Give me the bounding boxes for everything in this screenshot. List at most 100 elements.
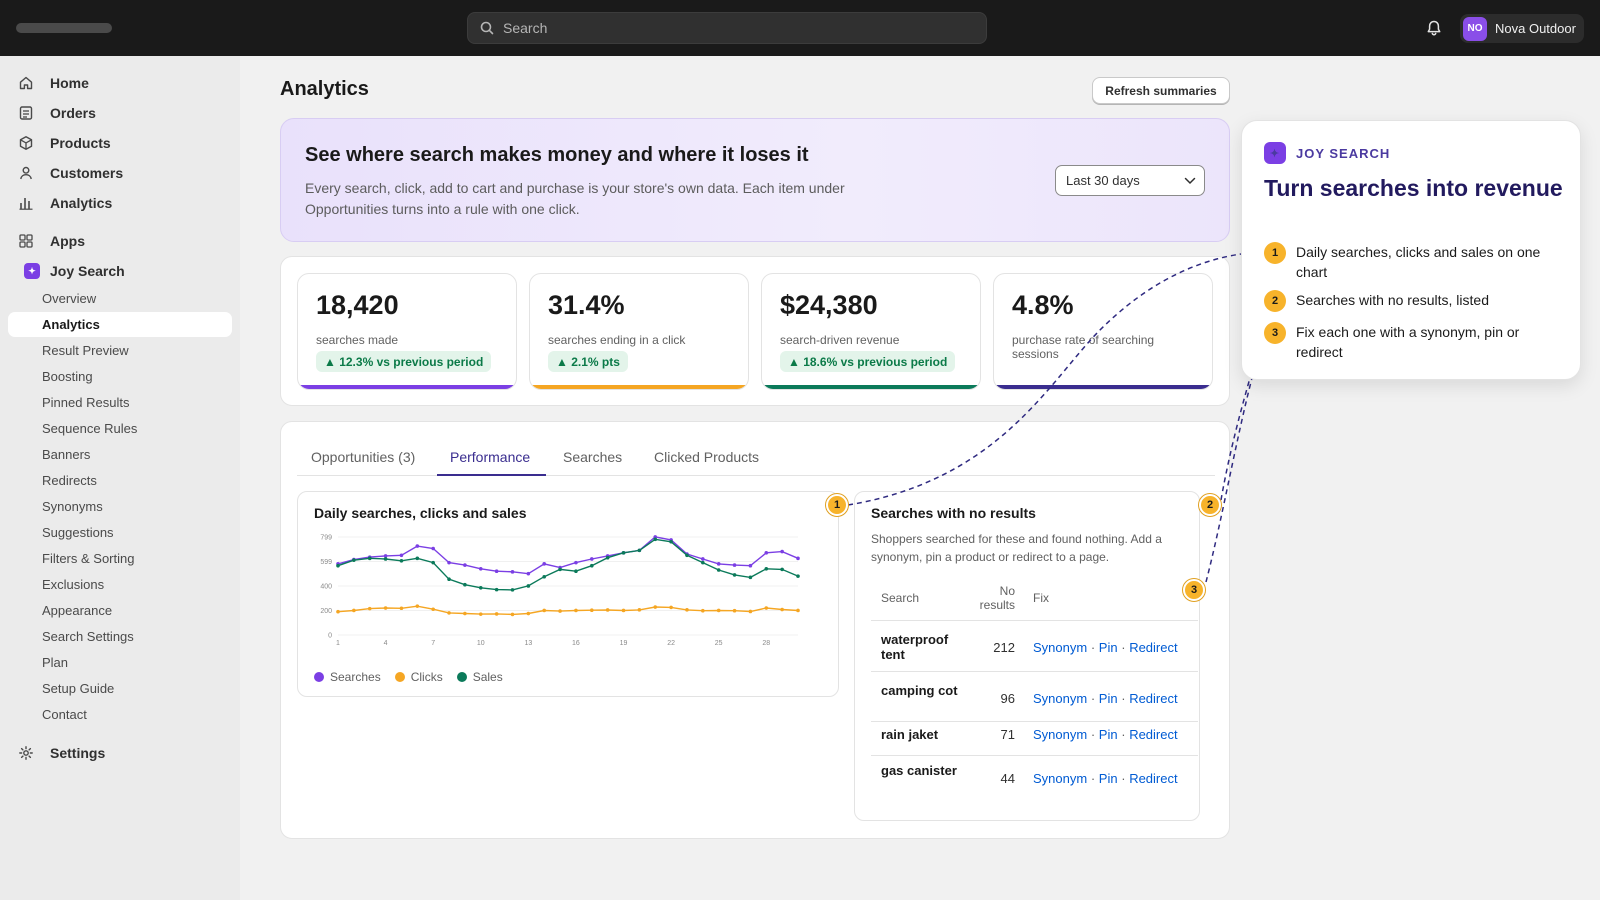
sidebar-subitem[interactable]: Search Settings — [42, 629, 134, 644]
sidebar-item-label: Orders — [50, 105, 96, 121]
stat-label: searches made — [316, 333, 399, 347]
synonym-link[interactable]: Synonym — [1033, 727, 1088, 742]
row-fix-actions: Synonym · Pin · Redirect — [1033, 771, 1178, 786]
x-tick-label: 25 — [715, 640, 723, 647]
sidebar-item-apps[interactable]: Apps — [8, 228, 232, 254]
joy-search-app-icon: ✦ — [1264, 142, 1286, 164]
pin-link[interactable]: Pin — [1098, 640, 1118, 655]
synonym-link[interactable]: Synonym — [1033, 640, 1088, 655]
data-point-searches — [526, 571, 531, 576]
data-point-searches — [701, 557, 705, 561]
sidebar-subitem[interactable]: Overview — [42, 291, 97, 306]
data-point-searches — [431, 546, 435, 551]
sidebar-app-joy-search[interactable]: ✦ Joy Search — [8, 258, 232, 284]
sidebar-item-products[interactable]: Products — [8, 130, 232, 156]
redirect-link[interactable]: Redirect — [1129, 640, 1178, 655]
redirect-link[interactable]: Redirect — [1129, 691, 1178, 706]
data-point-clicks — [605, 608, 610, 612]
stat-label: search-driven revenue — [780, 333, 900, 347]
stat-value: 4.8% — [1012, 290, 1074, 320]
synonym-link[interactable]: Synonym — [1033, 771, 1088, 786]
data-point-searches — [542, 562, 547, 566]
synonym-link[interactable]: Synonym — [1033, 691, 1088, 706]
sidebar-subitem[interactable]: Pinned Results — [42, 395, 130, 410]
sidebar-subitem[interactable]: Plan — [42, 655, 69, 670]
sidebar-subitem[interactable]: Banners — [42, 447, 91, 462]
sidebar-item-analytics[interactable]: Analytics — [8, 190, 232, 216]
data-point-sales — [637, 548, 642, 553]
bell-icon[interactable] — [1425, 19, 1443, 37]
data-point-sales — [732, 573, 737, 577]
sidebar-subitem[interactable]: Sequence Rules — [42, 421, 138, 436]
callout-brand: ✦ JOY SEARCH — [1264, 142, 1390, 164]
pin-link[interactable]: Pin — [1098, 771, 1118, 786]
sidebar-subitem[interactable]: Filters & Sorting — [42, 551, 135, 566]
stat-delta-badge: ▲ 12.3% vs previous period — [316, 351, 492, 372]
sidebar-subitem[interactable]: Redirects — [42, 473, 97, 488]
data-point-sales — [383, 557, 388, 561]
data-point-sales — [415, 556, 420, 561]
column-header-search: Search — [881, 591, 920, 605]
no-results-title: Searches with no results — [871, 505, 1036, 521]
tab-clicked-products[interactable]: Clicked Products — [654, 449, 760, 465]
row-count: 44 — [1000, 771, 1015, 786]
sidebar-subitem[interactable]: Appearance — [42, 603, 113, 618]
sidebar-subitem[interactable]: Result Preview — [42, 343, 129, 358]
sidebar-subitem[interactable]: Exclusions — [42, 577, 105, 592]
sidebar-subitem[interactable]: Synonyms — [42, 499, 103, 514]
data-point-sales — [399, 558, 404, 563]
sidebar-subitem[interactable]: Contact — [42, 707, 87, 722]
sidebar-item-home[interactable]: Home — [8, 70, 232, 96]
sidebar-item-customers[interactable]: Customers — [8, 160, 232, 186]
hero-title: See where search makes money and where i… — [305, 144, 809, 166]
data-point-sales — [780, 567, 784, 572]
pin-link[interactable]: Pin — [1098, 691, 1118, 706]
pin-link[interactable]: Pin — [1098, 727, 1118, 742]
chart-title: Daily searches, clicks and sales — [314, 505, 527, 521]
store-menu[interactable]: NO Nova Outdoor — [1460, 14, 1584, 43]
redirect-link[interactable]: Redirect — [1129, 727, 1178, 742]
data-point-clicks — [574, 608, 578, 613]
data-point-searches — [494, 569, 499, 574]
data-point-clicks — [685, 608, 689, 612]
data-point-sales — [605, 555, 610, 560]
search-input[interactable]: Search — [467, 12, 987, 44]
separator: · — [1121, 771, 1126, 786]
data-point-sales — [463, 582, 467, 587]
sidebar-subitem-active[interactable]: Analytics — [8, 312, 232, 337]
data-point-clicks — [542, 608, 547, 613]
sidebar-item-orders[interactable]: Orders — [8, 100, 232, 126]
stat-accent-bar — [994, 385, 1212, 389]
y-tick-label: 799 — [320, 535, 332, 542]
callout-item: 1 Daily searches, clicks and sales on on… — [1264, 242, 1564, 282]
sidebar-item-settings[interactable]: Settings — [8, 740, 232, 766]
row-fix-actions: Synonym · Pin · Redirect — [1033, 640, 1178, 655]
step-badge-2: 2 — [1199, 494, 1221, 516]
x-tick-label: 19 — [620, 640, 628, 647]
data-point-searches — [716, 562, 721, 566]
x-tick-label: 16 — [572, 640, 580, 647]
logo[interactable] — [16, 23, 112, 33]
sidebar-subitem[interactable]: Suggestions — [42, 525, 114, 540]
x-tick-label: 22 — [667, 640, 675, 647]
page-title: Analytics — [280, 78, 369, 100]
tab-performance[interactable]: Performance — [450, 449, 531, 465]
row-divider — [871, 721, 1198, 722]
data-point-sales — [336, 563, 340, 568]
redirect-link[interactable]: Redirect — [1129, 771, 1178, 786]
x-tick-label: 7 — [431, 640, 435, 647]
legend-label: Sales — [472, 670, 503, 684]
sidebar-subitem[interactable]: Setup Guide — [42, 681, 115, 696]
data-point-sales — [796, 574, 800, 578]
joy-search-callout: ✦ JOY SEARCH Turn searches into revenue … — [1241, 120, 1581, 380]
stat-label: searches ending in a click — [548, 333, 686, 347]
date-range-select[interactable]: Last 30 days — [1055, 165, 1205, 196]
tab-searches[interactable]: Searches — [563, 449, 623, 465]
data-point-clicks — [399, 606, 404, 611]
tab-opportunities[interactable]: Opportunities (3) — [311, 449, 416, 465]
sidebar-subitem[interactable]: Boosting — [42, 369, 93, 384]
apps-icon — [18, 233, 34, 249]
data-point-sales — [447, 577, 451, 581]
refresh-summaries-button[interactable]: Refresh summaries — [1092, 77, 1230, 104]
callout-brand-label: JOY SEARCH — [1296, 145, 1391, 161]
